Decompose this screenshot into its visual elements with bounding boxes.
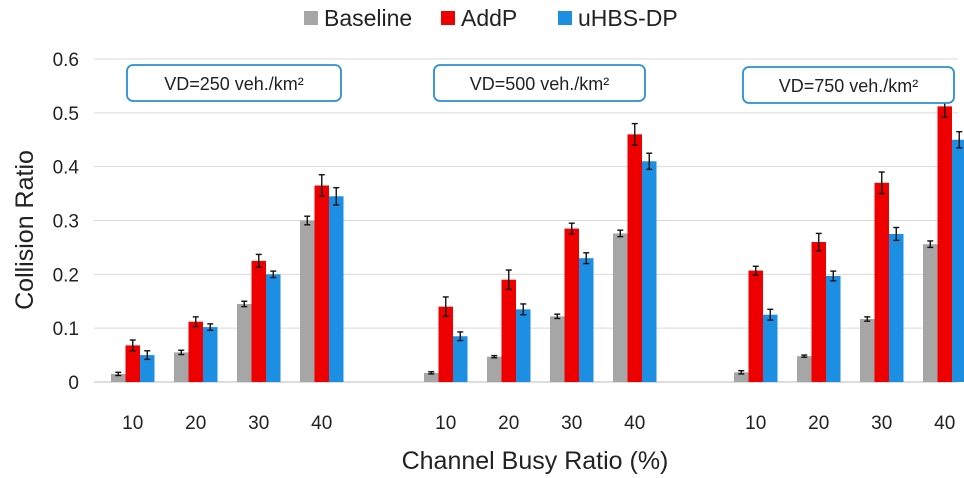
bar-baseline bbox=[300, 220, 315, 382]
group-label: VD=250 veh./km² bbox=[164, 74, 304, 94]
bar-uhbs-dp bbox=[826, 275, 841, 382]
x-tick-label: 30 bbox=[871, 413, 892, 434]
y-tick-label: 0 bbox=[68, 373, 79, 394]
bar-baseline bbox=[487, 356, 502, 382]
group-label-box bbox=[433, 64, 646, 102]
bar-baseline bbox=[550, 316, 565, 382]
y-axis-title: Collision Ratio bbox=[11, 150, 39, 310]
legend-swatch bbox=[441, 11, 455, 25]
bar-uhbs-dp bbox=[203, 327, 218, 382]
bar-uhbs-dp bbox=[763, 314, 778, 382]
group-label: VD=750 veh./km² bbox=[779, 76, 919, 96]
x-tick-label: 40 bbox=[934, 413, 955, 434]
bar-baseline bbox=[237, 303, 252, 382]
bar-addp bbox=[188, 321, 203, 382]
x-tick-label: 30 bbox=[248, 413, 269, 434]
bar-addp bbox=[438, 306, 453, 382]
bars bbox=[111, 106, 964, 382]
group-label-box bbox=[126, 64, 342, 102]
bar-uhbs-dp bbox=[642, 161, 657, 382]
bar-uhbs-dp bbox=[329, 196, 344, 382]
bar-addp bbox=[314, 185, 329, 382]
x-tick-label: 20 bbox=[498, 413, 519, 434]
bar-baseline bbox=[734, 372, 749, 382]
x-tick-label: 10 bbox=[435, 413, 456, 434]
bar-uhbs-dp bbox=[952, 139, 964, 382]
bar-uhbs-dp bbox=[516, 309, 531, 382]
bar-addp bbox=[748, 270, 763, 382]
group-label-box bbox=[742, 66, 955, 104]
x-tick-label: 10 bbox=[745, 413, 766, 434]
y-tick-labels: 0 0.1 0.2 0.3 0.4 0.5 0.6 bbox=[53, 50, 80, 394]
legend: Baseline AddP uHBS-DP bbox=[304, 5, 678, 31]
x-tick-label: 20 bbox=[808, 413, 829, 434]
error-bars bbox=[115, 94, 963, 377]
bar-baseline bbox=[111, 373, 126, 382]
legend-label: uHBS-DP bbox=[578, 5, 678, 31]
legend-swatch bbox=[304, 11, 318, 25]
bar-baseline bbox=[860, 319, 875, 382]
bar-addp bbox=[937, 106, 952, 382]
y-tick-label: 0.2 bbox=[53, 265, 79, 286]
y-tick-label: 0.4 bbox=[53, 158, 80, 179]
x-tick-label: 40 bbox=[311, 413, 332, 434]
bar-addp bbox=[811, 242, 826, 382]
x-tick-label: 20 bbox=[185, 413, 206, 434]
bar-baseline bbox=[424, 372, 439, 382]
group-label: VD=500 veh./km² bbox=[470, 74, 610, 94]
bar-uhbs-dp bbox=[266, 274, 281, 382]
group-labels: VD=250 veh./km² VD=500 veh./km² VD=750 veh… bbox=[126, 64, 955, 104]
bar-addp bbox=[564, 228, 579, 382]
x-tick-labels: 10 20 30 40 10 20 30 40 10 20 30 40 bbox=[122, 413, 955, 434]
legend-swatch bbox=[558, 11, 572, 25]
bar-uhbs-dp bbox=[579, 258, 594, 382]
x-tick-label: 30 bbox=[561, 413, 582, 434]
y-tick-label: 0.1 bbox=[53, 319, 79, 340]
bar-baseline bbox=[797, 356, 812, 382]
bar-addp bbox=[627, 134, 642, 382]
y-tick-label: 0.6 bbox=[53, 50, 79, 71]
y-tick-label: 0.5 bbox=[53, 104, 79, 125]
y-tick-label: 0.3 bbox=[53, 212, 79, 233]
bar-addp bbox=[874, 182, 889, 382]
bar-addp bbox=[125, 345, 140, 382]
bar-uhbs-dp bbox=[453, 336, 468, 382]
legend-label: Baseline bbox=[324, 5, 412, 31]
bar-uhbs-dp bbox=[140, 355, 155, 382]
legend-label: AddP bbox=[461, 5, 517, 31]
bar-uhbs-dp bbox=[889, 233, 904, 382]
x-tick-label: 40 bbox=[624, 413, 645, 434]
x-tick-label: 10 bbox=[122, 413, 143, 434]
bar-baseline bbox=[174, 352, 189, 382]
bar-addp bbox=[501, 279, 516, 382]
bar-baseline bbox=[613, 233, 628, 382]
bar-addp bbox=[251, 260, 266, 382]
bar-baseline bbox=[923, 244, 938, 382]
x-axis-title: Channel Busy Ratio (%) bbox=[402, 447, 669, 475]
